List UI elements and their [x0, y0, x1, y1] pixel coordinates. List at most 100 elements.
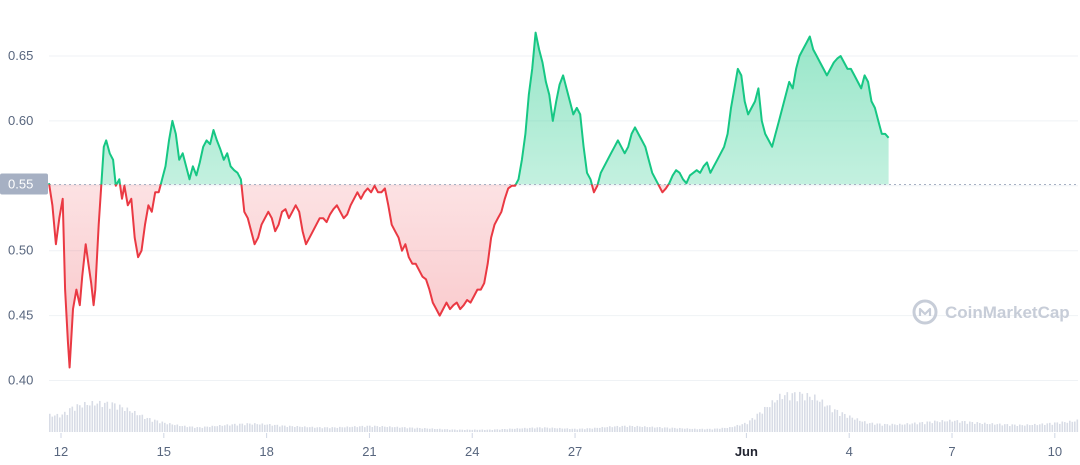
volume-bar: [1039, 424, 1041, 432]
volume-bar: [996, 424, 999, 432]
volume-bar: [194, 427, 196, 432]
x-axis-ticks: 12 15 18 21 24 27 Jun 4 7 10: [54, 433, 1062, 459]
volume-bar: [649, 427, 651, 432]
reference-price-label-text: 0.55: [8, 176, 33, 191]
volume-bar: [361, 425, 364, 432]
reference-price-label: 0.55: [0, 173, 48, 195]
volume-bar: [529, 427, 531, 432]
volume-bar: [434, 428, 436, 432]
volume-bar: [666, 427, 669, 432]
volume-bar: [291, 426, 294, 432]
volume-bar: [184, 425, 186, 432]
volume-bar: [731, 427, 734, 432]
volume-bar: [1006, 424, 1009, 432]
volume-bar: [351, 426, 354, 432]
volume-bar: [196, 427, 199, 432]
volume-bar: [121, 407, 124, 432]
volume-bar: [646, 427, 649, 432]
volume-bar: [481, 429, 484, 432]
volume-bar: [69, 408, 71, 432]
volume-bar: [161, 421, 164, 432]
volume-bar: [936, 421, 939, 432]
volume-bar: [419, 428, 421, 432]
volume-bar: [341, 427, 344, 432]
volume-bar: [894, 424, 896, 432]
volume-bar: [669, 428, 671, 432]
volume-bar: [689, 428, 691, 432]
volume-bar: [576, 429, 579, 432]
volume-bar: [641, 427, 644, 432]
volume-bar: [546, 427, 549, 432]
volume-bar: [451, 429, 454, 432]
volume-bar: [191, 426, 194, 432]
volume-bar: [264, 424, 266, 432]
volume-bar: [554, 428, 556, 432]
volume-bar: [181, 426, 184, 432]
volume-bar: [116, 409, 119, 432]
volume-bar: [881, 425, 884, 432]
x-tick-label: 21: [362, 444, 376, 459]
volume-bar: [86, 405, 89, 432]
volume-bar: [699, 428, 701, 432]
volume-bar: [854, 419, 856, 432]
volume-bar: [301, 427, 304, 432]
volume-bar: [391, 427, 394, 432]
volume-bar: [941, 420, 944, 432]
volume-bar: [736, 424, 739, 432]
volume-bar: [1064, 422, 1066, 432]
volume-bar: [109, 408, 111, 432]
volume-bar: [789, 400, 791, 432]
y-tick-label: 0.45: [8, 308, 33, 323]
volume-bar: [931, 423, 934, 432]
volume-bar: [774, 402, 776, 432]
volume-bar: [1016, 426, 1019, 432]
volume-bar: [594, 427, 596, 432]
volume-bar: [661, 428, 664, 432]
volume-bar: [1034, 423, 1036, 432]
x-tick-label: 7: [948, 444, 955, 459]
volume-bar: [439, 428, 441, 432]
volume-bar: [1046, 423, 1049, 432]
volume-bar: [934, 420, 936, 432]
volume-bar: [79, 405, 81, 432]
volume-bar: [309, 427, 311, 432]
volume-bar: [679, 427, 681, 432]
volume-bar: [156, 420, 159, 432]
volume-bar: [756, 413, 759, 432]
volume-bar: [54, 415, 56, 432]
volume-bar: [761, 413, 764, 432]
volume-bar: [494, 429, 496, 432]
volume-bar: [819, 401, 821, 432]
volume-bar: [939, 422, 941, 432]
volume-bar: [134, 410, 136, 432]
volume-bar: [519, 428, 521, 432]
volume-bar: [571, 428, 574, 432]
volume-bar: [964, 421, 966, 432]
volume-bar: [1074, 421, 1076, 432]
volume-bar: [104, 402, 106, 432]
volume-bar: [896, 425, 899, 432]
volume-bar: [249, 423, 251, 432]
volume-bar: [321, 428, 324, 432]
volume-bar: [409, 427, 411, 432]
volume-bar: [749, 420, 751, 432]
volume-bar: [449, 429, 451, 432]
volume-bar: [791, 393, 794, 432]
volume-bar: [399, 427, 401, 432]
volume-bar: [56, 413, 59, 432]
volume-bar: [216, 426, 219, 432]
volume-bar: [296, 426, 299, 432]
volume-bar: [441, 429, 444, 432]
volume-bar: [951, 421, 954, 432]
volume-bar: [644, 426, 646, 432]
volume-bar: [549, 428, 551, 432]
volume-bar: [186, 427, 189, 432]
volume-bar: [721, 427, 724, 432]
volume-bar: [146, 417, 149, 432]
volume-bar: [469, 429, 471, 432]
volume-bar: [726, 428, 729, 432]
volume-bar: [226, 424, 229, 432]
volume-bar: [311, 426, 314, 432]
volume-bar: [76, 404, 79, 432]
volume-bar: [591, 428, 594, 432]
